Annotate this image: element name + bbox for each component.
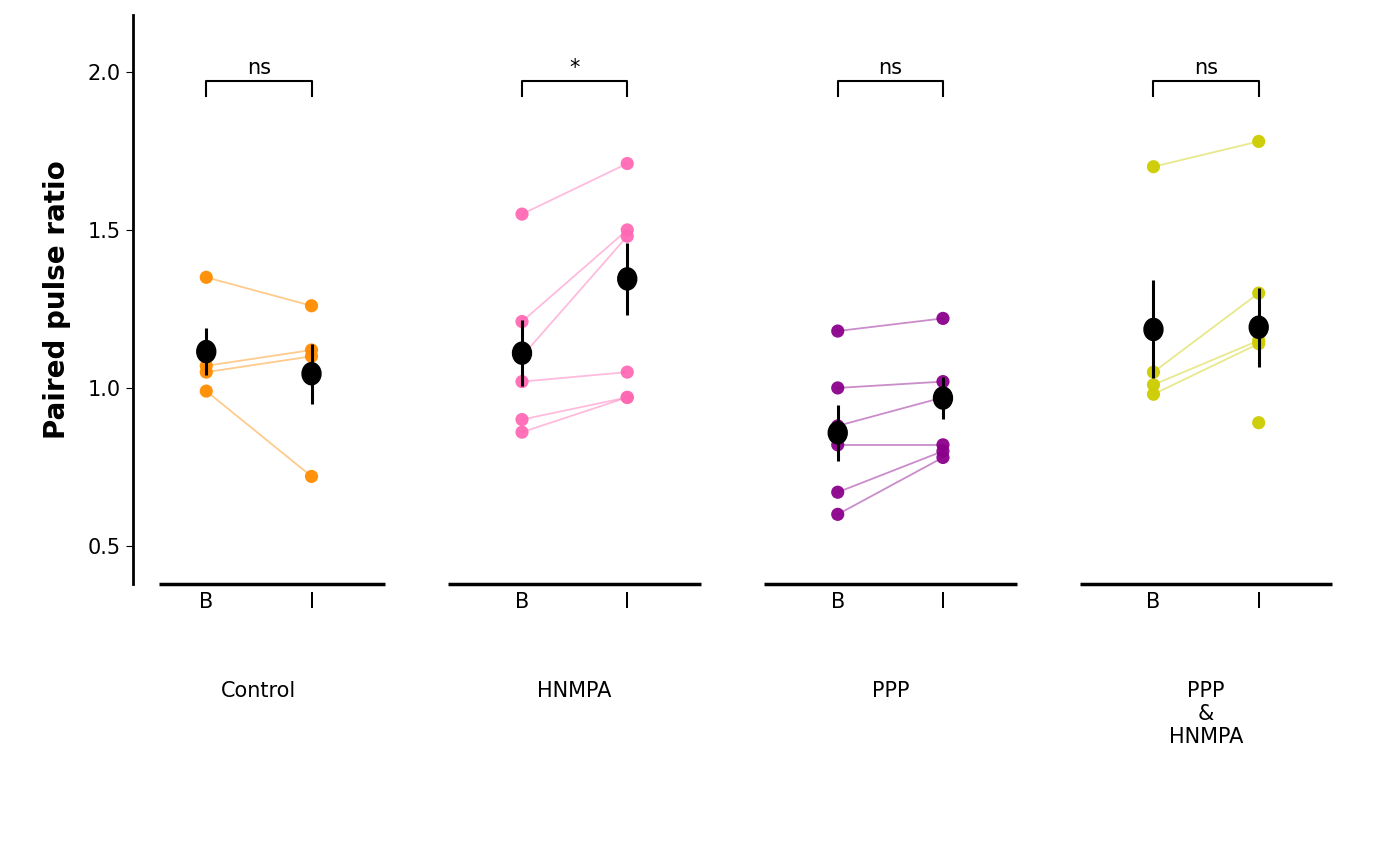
Point <box>1142 378 1165 392</box>
Point <box>511 375 533 388</box>
Point <box>616 229 638 243</box>
Ellipse shape <box>617 268 637 290</box>
Point <box>195 365 217 379</box>
Point <box>932 445 955 458</box>
Ellipse shape <box>302 362 321 385</box>
Point <box>932 390 955 404</box>
Text: ns: ns <box>1194 58 1218 78</box>
Text: HNMPA: HNMPA <box>538 681 612 701</box>
Point <box>1142 160 1165 174</box>
Point <box>1142 388 1165 401</box>
Text: Control: Control <box>221 681 297 701</box>
Point <box>1247 336 1270 350</box>
Point <box>1247 134 1270 148</box>
Point <box>826 508 848 522</box>
Ellipse shape <box>512 342 532 364</box>
Point <box>511 315 533 329</box>
Point <box>826 485 848 499</box>
Point <box>616 223 638 237</box>
Ellipse shape <box>1144 318 1163 341</box>
Ellipse shape <box>197 341 216 362</box>
Point <box>1247 286 1270 300</box>
Point <box>826 419 848 432</box>
Ellipse shape <box>1249 317 1268 338</box>
Text: PPP: PPP <box>872 681 909 701</box>
Ellipse shape <box>934 387 952 409</box>
Point <box>1247 416 1270 430</box>
Ellipse shape <box>829 422 847 444</box>
Text: ns: ns <box>246 58 270 78</box>
Point <box>616 365 638 379</box>
Text: *: * <box>570 58 580 78</box>
Point <box>826 324 848 338</box>
Point <box>826 381 848 394</box>
Point <box>511 349 533 363</box>
Point <box>301 349 323 363</box>
Point <box>511 426 533 439</box>
Point <box>195 271 217 285</box>
Point <box>511 413 533 426</box>
Point <box>301 343 323 357</box>
Text: ns: ns <box>878 58 903 78</box>
Point <box>195 359 217 373</box>
Point <box>932 451 955 465</box>
Point <box>932 311 955 325</box>
Point <box>616 157 638 170</box>
Point <box>616 390 638 404</box>
Point <box>932 438 955 452</box>
Point <box>1247 334 1270 348</box>
Point <box>511 208 533 221</box>
Point <box>301 470 323 484</box>
Point <box>195 384 217 398</box>
Y-axis label: Paired pulse ratio: Paired pulse ratio <box>43 160 71 439</box>
Point <box>616 390 638 404</box>
Text: PPP
&
HNMPA: PPP & HNMPA <box>1169 681 1243 747</box>
Point <box>826 438 848 452</box>
Point <box>301 298 323 312</box>
Point <box>1142 365 1165 379</box>
Point <box>932 375 955 388</box>
